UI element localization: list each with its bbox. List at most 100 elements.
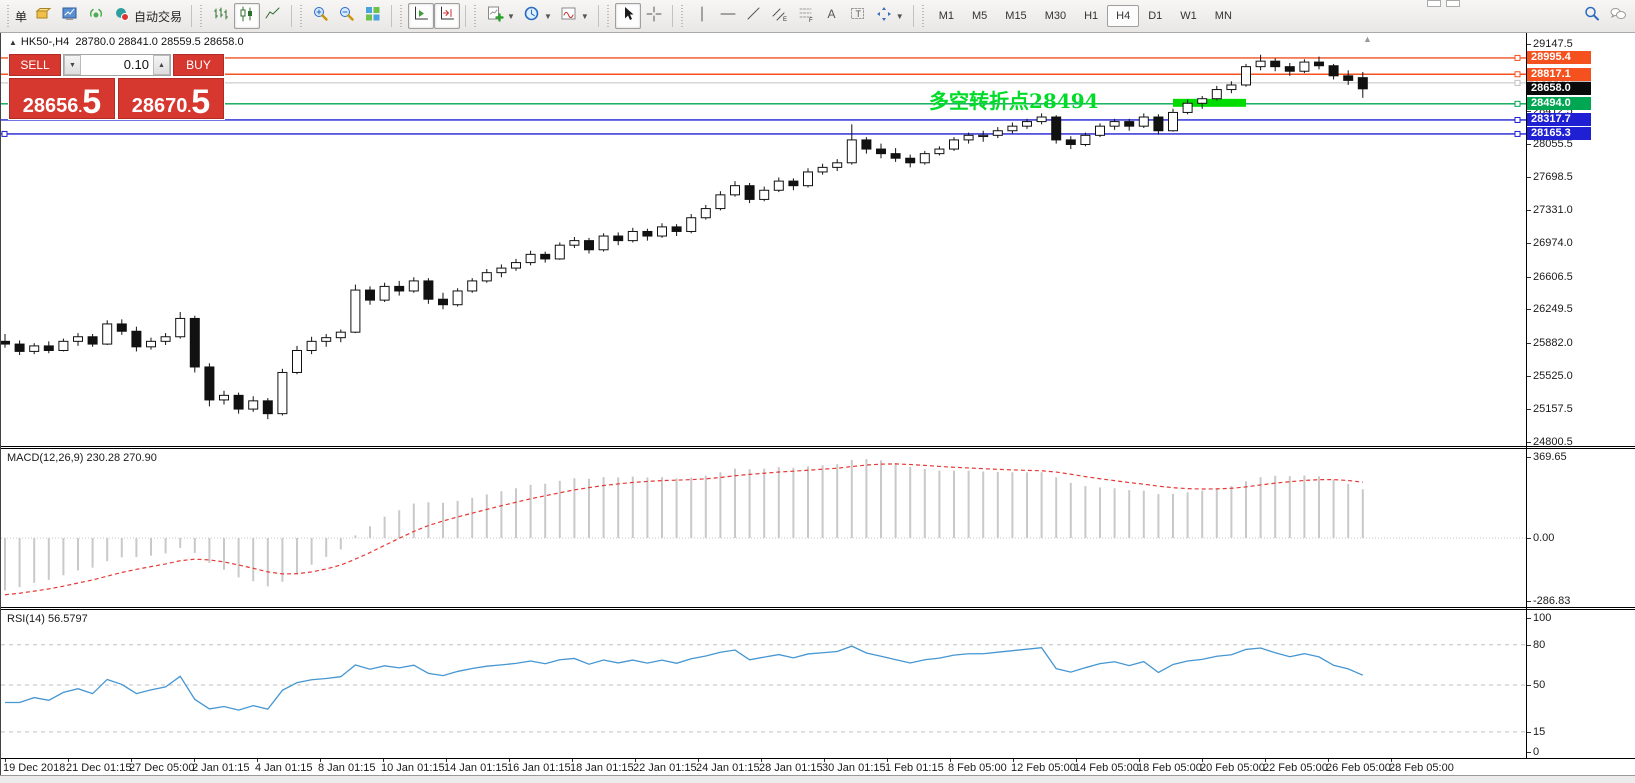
macd-axis-tick [1526,538,1531,539]
signals-button[interactable] [83,3,109,29]
new-chart-dropdown-caret[interactable]: ▼ [507,11,515,21]
time-axis-tick [320,759,321,762]
candle-body [569,240,580,246]
sell-price-button[interactable]: 28656 . 5 [9,78,115,119]
y-axis-tick [1526,243,1531,244]
current-price-label: 28658.0 [1527,82,1591,96]
panel-divider[interactable] [1,446,1635,447]
macd-axis-label: -286.83 [1533,594,1571,607]
buy-button[interactable]: BUY [173,54,224,76]
candle-body [394,285,405,292]
fibonacci-retracement-icon: F [797,5,815,28]
templates-button[interactable]: ▼ [556,3,593,29]
candle-body [1255,60,1266,68]
market-watch-icon [61,5,79,28]
chart-symbol-period: HK50-,H4 [20,36,70,48]
candle-body [189,317,200,368]
chart-shift-marker-icon[interactable]: ▲ [1363,34,1372,44]
cursor-button[interactable] [614,3,641,29]
horizontal-line-button[interactable] [715,3,741,29]
timeframe-d1-button[interactable]: D1 [1148,10,1163,22]
timeframe-mn-button[interactable]: MN [1214,10,1232,22]
profiles-button[interactable]: ▼ [519,3,556,29]
chart-bars-button[interactable] [208,3,234,29]
auto-trading-button[interactable]: 自动交易 [109,3,186,29]
volume-decrease-button[interactable]: ▼ [64,55,81,75]
auto-scroll-button[interactable] [408,3,435,29]
volume-increase-button[interactable]: ▲ [153,55,170,75]
collapse-triangle-icon[interactable]: ▲ [9,38,17,47]
arrows-dropdown-caret[interactable]: ▼ [895,11,904,21]
profiles-dropdown-caret[interactable]: ▼ [543,11,552,21]
main-chart-plot[interactable] [1,33,1526,446]
axis-divider [1526,33,1527,758]
time-axis-label: 14 Feb 05:00 [1074,762,1139,774]
market-watch-button[interactable] [57,3,83,29]
candle-body [584,240,594,251]
text-button[interactable]: A [819,3,845,29]
chart-line-button[interactable] [260,3,286,29]
zoom-in-button[interactable] [308,3,334,29]
sell-button[interactable]: SELL [9,54,61,76]
templates-dropdown-caret[interactable]: ▼ [580,11,589,21]
trendline-button[interactable] [741,3,767,29]
vertical-line-button[interactable] [689,3,715,29]
candle-body [525,253,536,264]
time-axis-label: 2 Jan 01:15 [192,762,250,774]
window-close-button[interactable] [1446,0,1460,7]
timeframe-w1-button[interactable]: W1 [1180,10,1197,22]
time-axis[interactable]: 19 Dec 2018 21 Dec 01:15 27 Dec 05:00 2 Jan… [1,758,1635,775]
panel-divider[interactable] [1,607,1635,608]
text-label-button[interactable]: T [845,3,871,29]
chart-shift-button[interactable] [434,3,461,29]
timeframe-m5-button[interactable]: M5 [972,10,988,22]
chart-candles-button[interactable] [234,3,261,29]
volume-input[interactable]: 0.10 [123,57,149,72]
thick-green-segment[interactable] [1173,98,1246,107]
toolbar-grip [474,5,480,27]
line-handle[interactable] [1514,100,1521,107]
line-handle[interactable] [1514,116,1521,123]
timeframe-h1-button[interactable]: H1 [1084,10,1099,22]
timeframe-h4-button[interactable]: H4 [1107,5,1140,27]
timeframe-m15-button[interactable]: M15 [1005,10,1027,22]
line-handle[interactable] [1,130,8,137]
timeframe-m1-button[interactable]: M1 [938,10,954,22]
arrows-button[interactable]: ▼ [871,3,908,29]
rsi-panel-plot[interactable] [1,610,1526,758]
vertical-line-icon [693,5,711,28]
candle-body [715,194,726,210]
timeframe-m30-button[interactable]: M30 [1044,10,1067,22]
chat-button[interactable] [1605,3,1631,29]
line-handle[interactable] [1514,130,1521,137]
toolbar: 单 自动交易 ▼ ▼ ▼ E F A T ▼ M1 M5 M15 M30 H1 H4 D1 W1 MN [0,0,1635,33]
candle-body [1109,121,1120,127]
candle-body [1051,116,1062,141]
new-chart-button[interactable]: ▼ [482,3,519,29]
search-button[interactable] [1579,3,1605,29]
toolbar-separator [191,5,193,27]
rsi-axis-tick [1526,644,1531,646]
new-order-button[interactable] [31,3,57,29]
candle-body [87,336,98,345]
rsi-axis-label: 50 [1533,679,1546,691]
fibonacci-retracement-button[interactable]: F [793,3,819,29]
time-axis-tick [257,759,258,762]
crosshair-button[interactable] [641,3,667,29]
svg-text:T: T [855,9,861,19]
line-handle[interactable] [1514,79,1521,86]
toolbar-grip [7,5,12,27]
chat-icon [1609,5,1627,28]
macd-panel-plot[interactable] [1,449,1526,607]
zoom-out-button[interactable] [334,3,360,29]
time-axis-tick [635,759,636,762]
text-icon: A [823,5,841,28]
line-handle[interactable] [1514,54,1521,61]
buy-price-button[interactable]: 28670 . 5 [118,78,224,119]
candle-body [803,171,813,187]
line-handle[interactable] [1514,71,1521,78]
chart-text-annotation[interactable]: 多空转折点28494 [929,89,1099,113]
equidistant-channel-button[interactable]: E [767,3,793,29]
tile-windows-button[interactable] [360,3,386,29]
window-restore-button[interactable] [1427,0,1441,7]
